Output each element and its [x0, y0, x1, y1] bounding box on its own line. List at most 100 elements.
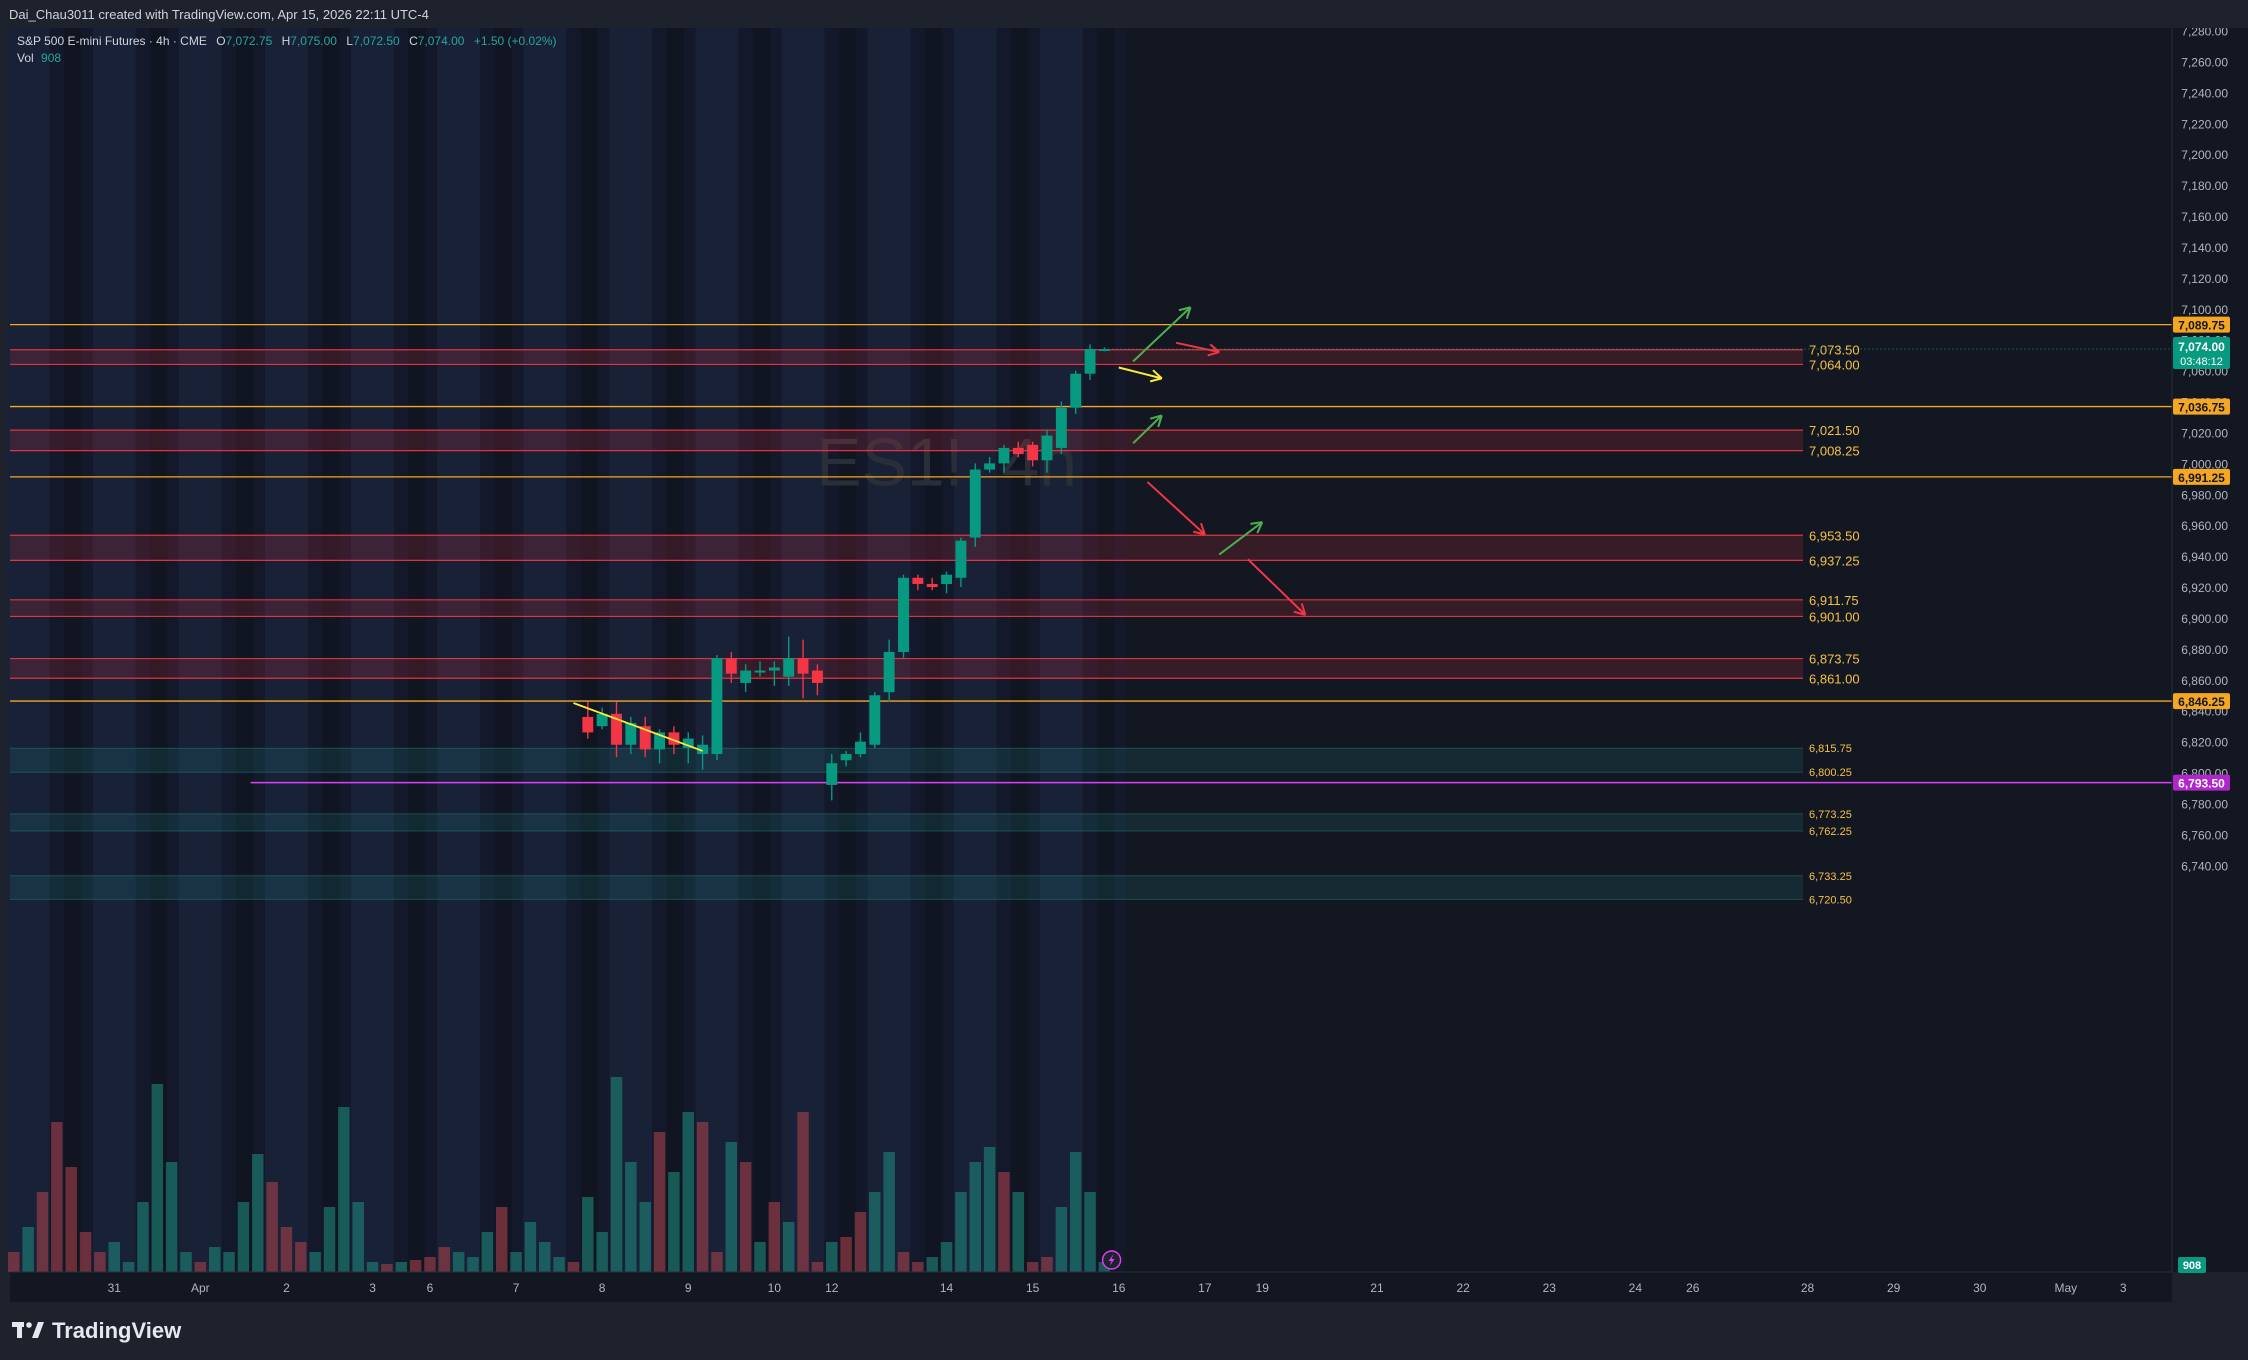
- zone-price-label: 7,073.50: [1809, 343, 1860, 358]
- volume-bar: [524, 1222, 537, 1272]
- volume-bar: [1084, 1192, 1096, 1272]
- tradingview-logo[interactable]: TradingView: [12, 1318, 181, 1344]
- arrow-head: [1149, 377, 1163, 383]
- red-projection-arrow: [1247, 558, 1306, 616]
- volume-bar: [811, 1262, 824, 1272]
- time-tick-label: 3: [369, 1281, 376, 1295]
- volume-label[interactable]: Vol: [17, 51, 34, 65]
- time-tick-label: 2: [283, 1281, 290, 1295]
- time-tick-label: 26: [1686, 1281, 1700, 1295]
- volume-bar: [725, 1142, 738, 1272]
- volume-bar: [323, 1207, 336, 1272]
- volume-bar: [625, 1162, 637, 1272]
- volume-bar: [969, 1162, 981, 1272]
- open-label: O: [216, 34, 226, 48]
- zone-price-label: 6,911.75: [1809, 593, 1859, 608]
- candle-body: [754, 670, 766, 673]
- close-value: 7,074.00: [417, 34, 465, 48]
- session-gap-band: [236, 28, 254, 1272]
- volume-bar: [582, 1197, 594, 1272]
- volume-bar: [567, 1262, 580, 1272]
- candle-body: [840, 754, 852, 761]
- time-tick-label: 21: [1370, 1281, 1384, 1295]
- yellow-projection-arrow: [1118, 366, 1163, 380]
- volume-badge: [2178, 1257, 2206, 1273]
- arrow-head: [1207, 351, 1220, 357]
- arrow-head: [1293, 610, 1306, 616]
- time-tick-label: 14: [940, 1281, 954, 1295]
- price-tick-label: 7,200.00: [2181, 148, 2228, 162]
- high-value: 7,075.00: [290, 34, 337, 48]
- low-value: 7,072.50: [353, 34, 400, 48]
- session-band: [437, 28, 481, 1272]
- symbol-description[interactable]: S&P 500 E-mini Futures · 4h · CME: [17, 34, 207, 48]
- tradingview-icon: [12, 1322, 44, 1338]
- volume-bar: [668, 1172, 680, 1272]
- time-tick-label: May: [2055, 1281, 2078, 1295]
- volume-bar: [940, 1242, 953, 1272]
- time-tick-label: 28: [1801, 1281, 1815, 1295]
- arrow-head: [1152, 369, 1163, 380]
- volume-bar: [237, 1202, 250, 1272]
- candle-body: [768, 667, 780, 671]
- volume-bar: [869, 1192, 881, 1272]
- level-price-badge-text: 7,036.75: [2178, 401, 2225, 415]
- session-band: [695, 28, 739, 1272]
- candle-body: [1041, 435, 1053, 461]
- volume-bar: [266, 1182, 278, 1272]
- volume-bar: [1069, 1152, 1082, 1272]
- candle-body: [883, 651, 895, 693]
- session-gap-band: [494, 28, 512, 1272]
- bottom-bar: TradingView: [0, 1302, 2248, 1360]
- volume-bar: [151, 1084, 164, 1272]
- candle-body: [984, 463, 996, 470]
- volume-bar: [438, 1247, 451, 1272]
- session-gap-band: [925, 28, 943, 1272]
- candle-body: [1084, 348, 1096, 374]
- volume-bar: [252, 1154, 264, 1272]
- session-gap-band: [150, 28, 168, 1272]
- arrow-head: [1185, 306, 1192, 319]
- session-band: [609, 28, 653, 1272]
- red-projection-arrow: [1146, 481, 1206, 536]
- candle-body: [811, 670, 823, 683]
- candle-body: [969, 469, 981, 538]
- volume-bar: [208, 1247, 221, 1272]
- volume-bar: [22, 1227, 34, 1272]
- level-price-badge: [2173, 398, 2230, 415]
- price-tick-label: 6,940.00: [2181, 550, 2228, 564]
- candle-body: [998, 447, 1010, 464]
- volume-bar: [610, 1077, 623, 1272]
- volume-bar: [309, 1252, 321, 1272]
- time-tick-label: 29: [1887, 1281, 1901, 1295]
- volume-bar: [481, 1232, 494, 1272]
- candle-body: [783, 658, 795, 677]
- price-tick-label: 6,880.00: [2181, 643, 2228, 657]
- time-tick-label: 22: [1456, 1281, 1470, 1295]
- resistance-zone: [10, 658, 1803, 679]
- level-price-badge-text: 6,846.25: [2178, 695, 2225, 709]
- time-tick-label: 24: [1629, 1281, 1643, 1295]
- brand-name: TradingView: [52, 1318, 182, 1343]
- volume-bar: [467, 1257, 479, 1272]
- time-tick-label: Apr: [191, 1281, 210, 1295]
- high-label: H: [281, 34, 291, 48]
- volume-bar: [1055, 1207, 1068, 1272]
- volume-bar: [653, 1132, 666, 1272]
- time-tick-label: 3: [2120, 1281, 2127, 1295]
- close-label: C: [409, 34, 418, 48]
- candle-body: [639, 726, 651, 750]
- candle-body: [682, 738, 694, 748]
- volume-bar: [639, 1202, 651, 1272]
- time-tick-label: 30: [1973, 1281, 1987, 1295]
- price-tick-label: 7,180.00: [2181, 179, 2228, 193]
- zone-price-label: 6,720.50: [1809, 894, 1852, 906]
- purple-price-badge: [2173, 774, 2230, 791]
- volume-bar: [782, 1222, 795, 1272]
- price-tick-label: 6,760.00: [2181, 828, 2228, 842]
- session-band: [6, 28, 50, 1272]
- session-gap-band: [666, 28, 684, 1272]
- time-tick-label: 12: [825, 1281, 839, 1295]
- volume-bar: [424, 1257, 436, 1272]
